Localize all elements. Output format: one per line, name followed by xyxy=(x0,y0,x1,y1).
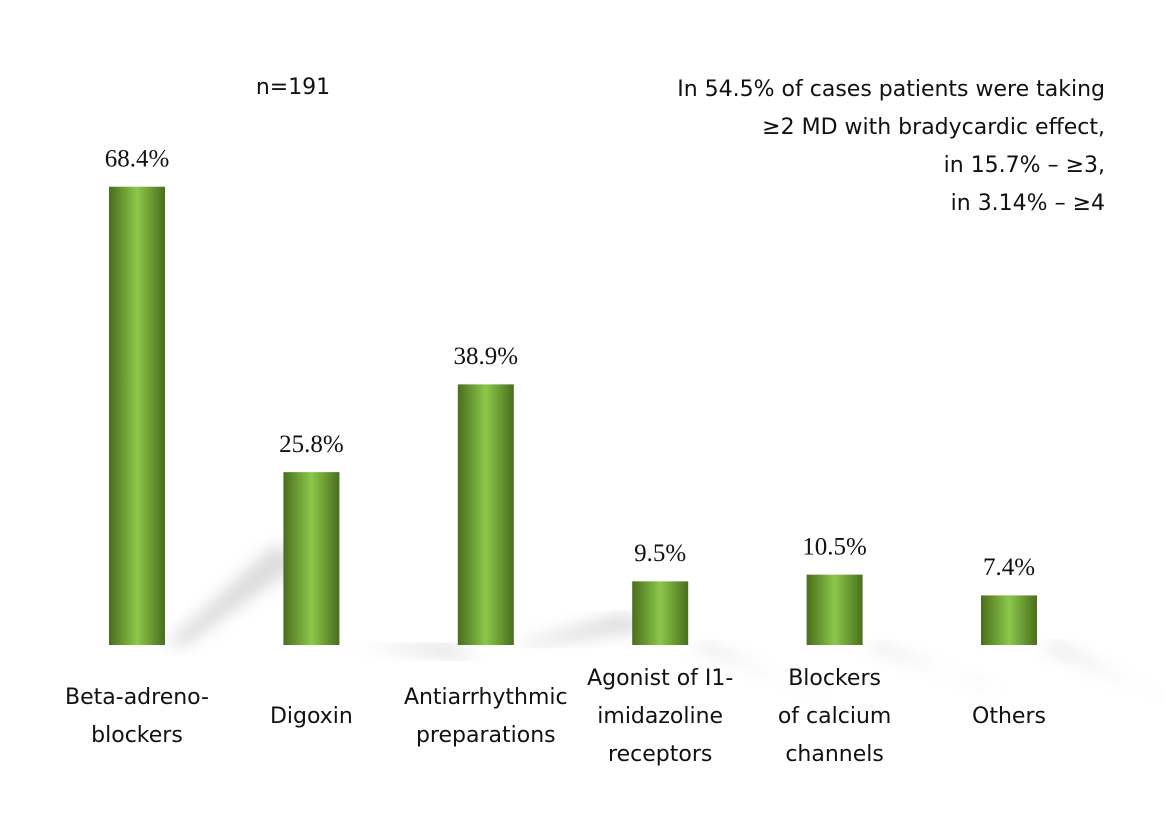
value-label: 38.9% xyxy=(454,343,519,370)
annotation: in 3.14% – ≥4 xyxy=(951,191,1105,216)
x-tick-label: Blockers xyxy=(788,666,881,691)
annotation: ≥2 MD with bradycardic effect, xyxy=(762,115,1105,140)
x-tick-label: Antiarrhythmic xyxy=(404,685,568,710)
x-tick-label: blockers xyxy=(91,723,183,748)
value-label: 7.4% xyxy=(983,554,1035,581)
bar xyxy=(283,472,340,645)
x-tick-label: channels xyxy=(785,742,884,767)
bar-shadow xyxy=(513,613,654,645)
bar xyxy=(109,186,165,645)
x-tick-label: Others xyxy=(972,704,1046,729)
bar-shadow xyxy=(862,645,1003,696)
bar xyxy=(806,574,863,645)
value-label: 10.5% xyxy=(802,533,867,560)
x-tick-label: of calcium xyxy=(778,704,891,729)
bar-shadow xyxy=(1037,645,1166,698)
value-label: 25.8% xyxy=(279,431,344,458)
x-tick-label: Digoxin xyxy=(270,704,353,729)
x-tick-label: imidazoline xyxy=(597,704,723,729)
annotation: in 15.7% – ≥3, xyxy=(944,153,1105,178)
bar xyxy=(981,595,1037,645)
bar xyxy=(457,384,514,645)
x-tick-label: Agonist of I1- xyxy=(587,666,733,691)
annotation: In 54.5% of cases patients were taking xyxy=(677,77,1105,102)
value-label: 68.4% xyxy=(105,145,170,172)
x-tick-label: preparations xyxy=(416,723,556,748)
bar-shadow xyxy=(339,644,480,660)
subtitle: n=191 xyxy=(256,75,330,100)
bar xyxy=(632,581,689,645)
value-label: 9.5% xyxy=(634,540,686,567)
x-tick-label: Beta-adreno- xyxy=(65,685,209,710)
bar-shadow xyxy=(165,544,305,645)
x-tick-label: receptors xyxy=(608,742,712,767)
